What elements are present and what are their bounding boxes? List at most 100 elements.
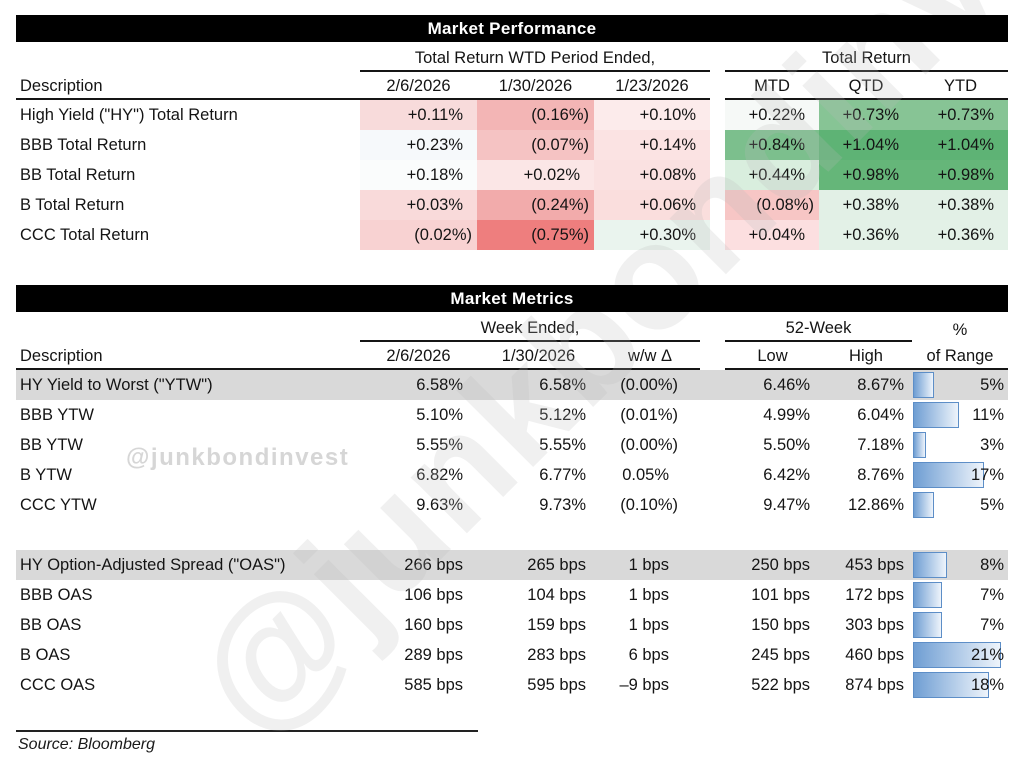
metric-label: BBB YTW — [20, 406, 94, 424]
col-header-date-2: 1/30/2026 — [477, 72, 594, 100]
gap-cell — [700, 580, 725, 610]
metric-label: CCC OAS — [20, 676, 96, 694]
gap-cell — [710, 100, 725, 130]
perf-cell: (0.02%) — [360, 220, 477, 250]
watermark-small: @junkbondinvest — [126, 444, 350, 471]
col-header-low: Low — [725, 342, 820, 370]
perf-cell: (0.08%) — [725, 190, 819, 220]
range-bar — [913, 612, 942, 638]
gap-cell — [710, 130, 725, 160]
metric-52w-high: 453 bps — [820, 550, 912, 580]
metric-label: HY Option-Adjusted Spread ("OAS") — [16, 550, 360, 580]
metric-52w-high: 460 bps — [845, 646, 904, 664]
col-header-wow-delta: w/w Δ — [600, 342, 700, 370]
range-value: 18% — [970, 676, 1004, 694]
perf-cell: +0.98% — [819, 160, 913, 190]
range-bar — [913, 642, 1001, 668]
metric-previous: 6.77% — [539, 466, 586, 484]
metric-52w-high: 8.76% — [857, 466, 904, 484]
gap-cell — [700, 640, 725, 670]
metric-previous: 283 bps — [527, 646, 586, 664]
range-cell: 8% — [912, 550, 1008, 580]
perf-cell: (0.24%) — [477, 190, 594, 220]
perf-cell: +0.08% — [594, 160, 710, 190]
perf-cell: +0.73% — [913, 100, 1008, 130]
row-label: High Yield ("HY") Total Return — [20, 106, 238, 124]
gap-cell — [700, 370, 725, 400]
col-header-mtd: MTD — [725, 72, 819, 100]
perf-cell: +0.84% — [725, 130, 819, 160]
metric-current: 5.55% — [416, 436, 463, 454]
metric-previous: 595 bps — [527, 676, 586, 694]
metric-52w-low: 250 bps — [725, 550, 820, 580]
52-week-group-header: 52-Week — [725, 312, 912, 342]
metric-52w-low: 6.42% — [763, 466, 810, 484]
perf-cell: +0.10% — [594, 100, 710, 130]
perf-cell: (0.16%) — [477, 100, 594, 130]
gap-cell — [700, 460, 725, 490]
range-bar — [913, 492, 934, 518]
metric-label: BB OAS — [20, 616, 82, 634]
metric-previous: 5.12% — [539, 406, 586, 424]
metric-current: 289 bps — [404, 646, 463, 664]
gap-cell — [700, 400, 725, 430]
metric-current: 585 bps — [404, 676, 463, 694]
metric-label: B OAS — [20, 646, 71, 664]
range-cell: 5% — [912, 490, 1008, 520]
perf-cell: +0.04% — [725, 220, 819, 250]
perf-cell: +0.98% — [913, 160, 1008, 190]
col-header-date-2: 1/30/2026 — [477, 342, 600, 370]
perf-cell: (0.75%) — [477, 220, 594, 250]
col-header-date-1: 2/6/2026 — [360, 342, 477, 370]
metric-52w-high: 303 bps — [845, 616, 904, 634]
range-bar — [913, 402, 959, 428]
range-value: 7% — [980, 586, 1004, 604]
metric-wow-delta: 1 bps — [600, 550, 700, 580]
metric-52w-low: 5.50% — [763, 436, 810, 454]
range-cell: 11% — [912, 400, 1008, 430]
perf-cell: +0.06% — [594, 190, 710, 220]
range-bar — [913, 372, 934, 398]
gap-cell — [710, 220, 725, 250]
perf-cell: +0.73% — [819, 100, 913, 130]
gap-cell — [700, 610, 725, 640]
metric-current: 5.10% — [416, 406, 463, 424]
perf-cell: +0.22% — [725, 100, 819, 130]
metrics-title-bar: Market Metrics — [16, 285, 1008, 312]
metric-current: 6.58% — [360, 370, 477, 400]
metric-52w-low: 245 bps — [751, 646, 810, 664]
metric-52w-low: 9.47% — [763, 496, 810, 514]
pct-header: % — [952, 321, 968, 339]
performance-title-bar: Market Performance — [16, 15, 1008, 42]
metric-52w-high: 6.04% — [857, 406, 904, 424]
description-header: Description — [16, 72, 360, 100]
market-metrics-table: Market Metrics Week Ended, 52-Week % Des… — [16, 285, 1008, 700]
perf-cell: +0.38% — [913, 190, 1008, 220]
perf-cell: +0.36% — [913, 220, 1008, 250]
metric-previous: 6.58% — [477, 370, 600, 400]
total-return-group-header: Total Return — [725, 42, 1008, 72]
range-bar — [913, 582, 942, 608]
metric-52w-high: 8.67% — [820, 370, 912, 400]
group-spacer — [16, 520, 1008, 550]
range-value: 7% — [980, 616, 1004, 634]
row-label: CCC Total Return — [20, 226, 149, 244]
metric-label: CCC YTW — [20, 496, 97, 514]
perf-cell: +0.11% — [360, 100, 477, 130]
range-value: 8% — [980, 556, 1004, 574]
metric-current: 9.63% — [416, 496, 463, 514]
metric-label: B YTW — [20, 466, 72, 484]
market-performance-table: Market Performance Total Return WTD Peri… — [16, 15, 1008, 250]
gap-cell — [700, 670, 725, 700]
perf-cell: +0.03% — [360, 190, 477, 220]
range-value: 5% — [980, 496, 1004, 514]
perf-cell: +1.04% — [913, 130, 1008, 160]
perf-cell: +0.36% — [819, 220, 913, 250]
metric-current: 160 bps — [404, 616, 463, 634]
metric-current: 6.82% — [416, 466, 463, 484]
perf-cell: +0.02% — [477, 160, 594, 190]
metric-previous: 9.73% — [539, 496, 586, 514]
range-value: 5% — [980, 376, 1004, 394]
range-bar — [913, 672, 989, 698]
metric-52w-high: 172 bps — [845, 586, 904, 604]
